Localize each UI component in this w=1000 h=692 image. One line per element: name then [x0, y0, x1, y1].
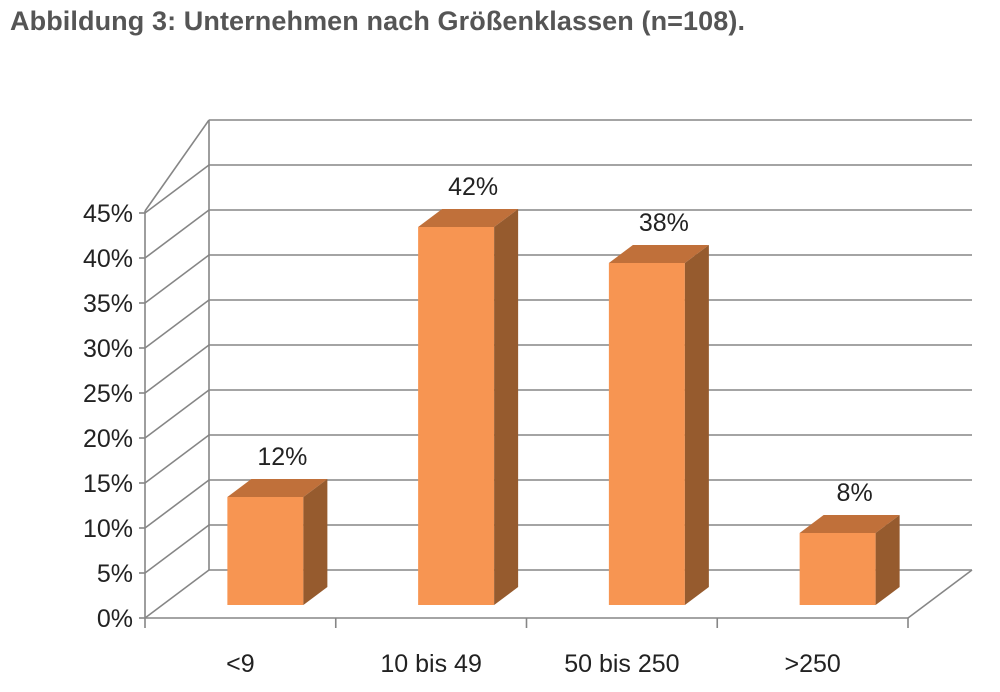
data-label: 38% [639, 209, 689, 237]
gridline-side [144, 254, 210, 304]
y-tick-label: 20% [83, 425, 133, 453]
gridline-side [144, 209, 210, 259]
y-tick-label: 0% [97, 605, 133, 633]
x-tick-label: 50 bis 250 [564, 650, 679, 678]
y-tick-label: 5% [97, 560, 133, 588]
bar [608, 245, 709, 605]
axes [139, 211, 909, 628]
grid [144, 119, 973, 619]
bar-side [303, 479, 328, 605]
y-tick-label: 15% [83, 470, 133, 498]
gridline-side-top [144, 119, 210, 212]
bar-front [608, 263, 685, 605]
gridline-side [144, 524, 210, 574]
bar-side [494, 209, 519, 605]
bar-front [227, 497, 304, 605]
floor-right-edge [907, 569, 973, 619]
labels: 0% 5% 10% 15% 20% 25% 30% 35% 40% 45% <9 10 bis 49 5… [83, 173, 873, 678]
bar-top [227, 479, 328, 497]
bar-front [418, 227, 495, 605]
bar [799, 515, 900, 605]
bar-front [799, 533, 876, 605]
bars [227, 209, 900, 605]
y-tick-label: 45% [83, 200, 133, 228]
bar-top [608, 245, 709, 263]
y-tick-label: 25% [83, 380, 133, 408]
gridline-side [144, 569, 210, 619]
bar [227, 479, 328, 605]
bar-top [799, 515, 900, 533]
gridline-side [144, 164, 210, 214]
y-tick-label: 30% [83, 335, 133, 363]
y-tick-label: 10% [83, 515, 133, 543]
bar-side [684, 245, 709, 605]
gridline-side [144, 299, 210, 349]
y-tick-label: 35% [83, 290, 133, 318]
gridline-side [144, 344, 210, 394]
data-label: 8% [837, 479, 873, 507]
bar-top [418, 209, 519, 227]
x-tick-label: 10 bis 49 [380, 650, 481, 678]
gridline-side [144, 479, 210, 529]
bar [418, 209, 519, 605]
x-tick-label: >250 [784, 650, 840, 678]
data-label: 42% [448, 173, 498, 201]
y-tick-label: 40% [83, 245, 133, 273]
gridline-side [144, 434, 210, 484]
bar-side [875, 515, 900, 605]
x-tick-label: <9 [226, 650, 255, 678]
figure-title: Abbildung 3: Unternehmen nach Größenklas… [10, 6, 746, 36]
gridline-side [144, 389, 210, 439]
data-label: 12% [257, 443, 307, 471]
